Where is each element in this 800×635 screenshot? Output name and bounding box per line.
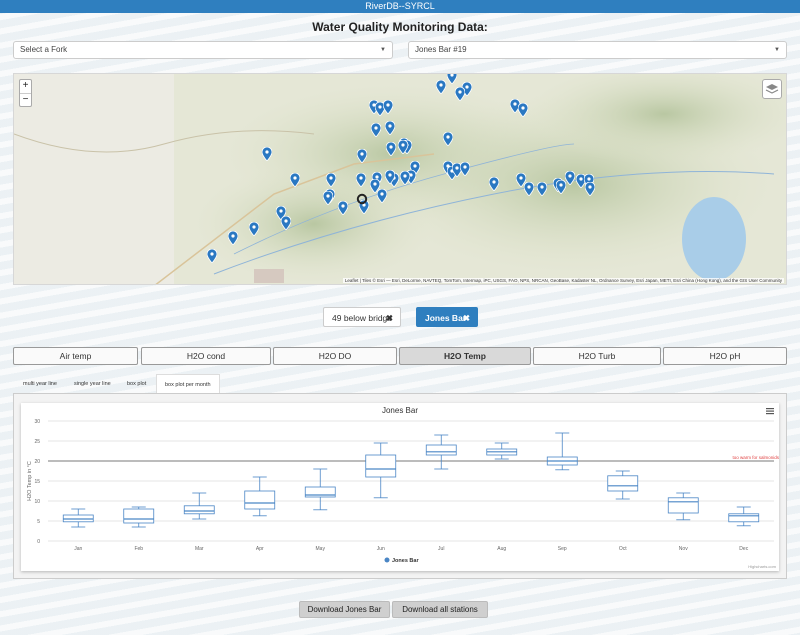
station-marker-icon[interactable] [517, 102, 529, 118]
selected-station-label: Jones Bar [425, 313, 467, 323]
station-marker-icon[interactable] [280, 215, 292, 231]
station-marker-icon[interactable] [451, 162, 463, 178]
selected-station-chip-active[interactable]: Jones Bar ✖ [416, 307, 478, 327]
station-marker-icon[interactable] [384, 120, 396, 136]
station-marker-icon[interactable] [325, 172, 337, 188]
station-marker-icon[interactable] [442, 131, 454, 147]
station-marker-icon[interactable] [370, 122, 382, 138]
selected-station-label: 49 below bridge [332, 313, 393, 323]
station-map[interactable]: + − Leaflet | Tiles © Esri — Esri, DeLor… [13, 73, 787, 285]
zoom-control: + − [19, 79, 32, 107]
map-attribution: Leaflet | Tiles © Esri — Esri, DeLorme, … [342, 278, 784, 283]
station-marker-icon[interactable] [385, 141, 397, 157]
fork-select-value: Select a Fork [20, 45, 68, 54]
zoom-out-button[interactable]: − [20, 93, 31, 106]
view-tabs: multi year line single year line box plo… [13, 374, 787, 394]
remove-icon[interactable]: ✖ [385, 313, 393, 323]
station-marker-icon[interactable] [356, 148, 368, 164]
fork-select[interactable]: Select a Fork ▼ [13, 41, 393, 59]
station-marker-icon[interactable] [376, 188, 388, 204]
station-marker-icon[interactable] [384, 169, 396, 185]
station-marker-icon[interactable] [536, 181, 548, 197]
tab-h2o-do[interactable]: H2O DO [273, 347, 397, 365]
station-marker-icon[interactable] [584, 181, 596, 197]
station-marker-icon[interactable] [289, 172, 301, 188]
station-marker-icon[interactable] [488, 176, 500, 192]
page-title: Water Quality Monitoring Data: [312, 20, 488, 34]
subtab-box-plot[interactable]: box plot [127, 381, 147, 387]
zoom-in-button[interactable]: + [22, 80, 29, 91]
layers-icon [765, 84, 779, 94]
subtab-box-plot-per-month[interactable]: box plot per month [156, 374, 220, 394]
tab-h2o-ph[interactable]: H2O pH [663, 347, 787, 365]
station-marker-icon[interactable] [369, 178, 381, 194]
app-title: RiverDB--SYRCL [365, 1, 435, 11]
station-marker-icon[interactable] [454, 86, 466, 102]
layers-button[interactable] [762, 79, 782, 99]
chevron-down-icon: ▼ [774, 47, 780, 53]
station-select[interactable]: Jones Bar #19 ▼ [408, 41, 787, 59]
chevron-down-icon: ▼ [380, 47, 386, 53]
station-marker-icon[interactable] [322, 190, 334, 206]
station-marker-icon[interactable] [523, 181, 535, 197]
tab-air-temp[interactable]: Air temp [13, 347, 138, 365]
station-marker-icon[interactable] [374, 101, 386, 117]
remove-icon[interactable]: ✖ [462, 313, 470, 323]
selected-station-chip[interactable]: 49 below bridge ✖ [323, 307, 401, 327]
station-marker-icon[interactable] [337, 200, 349, 216]
station-marker-icon[interactable] [399, 170, 411, 186]
station-marker-icon[interactable] [355, 172, 367, 188]
station-marker-icon[interactable] [575, 173, 587, 189]
selected-station-marker-icon[interactable] [356, 192, 368, 206]
station-marker-icon[interactable] [564, 170, 576, 186]
station-marker-icon[interactable] [515, 172, 527, 188]
station-marker-icon[interactable] [446, 74, 458, 85]
tab-h2o-turb[interactable]: H2O Turb [533, 347, 661, 365]
station-marker-icon[interactable] [227, 230, 239, 246]
station-marker-icon[interactable] [397, 139, 409, 155]
station-marker-icon[interactable] [206, 248, 218, 264]
map-terrain [14, 74, 786, 284]
station-marker-icon[interactable] [248, 221, 260, 237]
tab-h2o-temp[interactable]: H2O Temp [399, 347, 531, 365]
subtab-single-year-line[interactable]: single year line [74, 381, 111, 387]
app-title-bar: RiverDB--SYRCL [0, 0, 800, 13]
station-marker-icon[interactable] [459, 161, 471, 177]
station-marker-icon[interactable] [555, 179, 567, 195]
station-marker-icon[interactable] [382, 99, 394, 115]
menu-icon[interactable] [766, 407, 774, 415]
chart-title: Jones Bar [381, 406, 419, 415]
station-select-value: Jones Bar #19 [415, 45, 467, 54]
station-marker-icon[interactable] [509, 98, 521, 114]
download-all-button[interactable]: Download all stations [392, 601, 488, 618]
chart-container [21, 403, 779, 571]
station-marker-icon[interactable] [261, 146, 273, 162]
subtab-multi-year-line[interactable]: multi year line [23, 381, 57, 387]
download-station-button[interactable]: Download Jones Bar [299, 601, 390, 618]
tab-h2o-cond[interactable]: H2O cond [141, 347, 271, 365]
station-marker-icon[interactable] [435, 79, 447, 95]
